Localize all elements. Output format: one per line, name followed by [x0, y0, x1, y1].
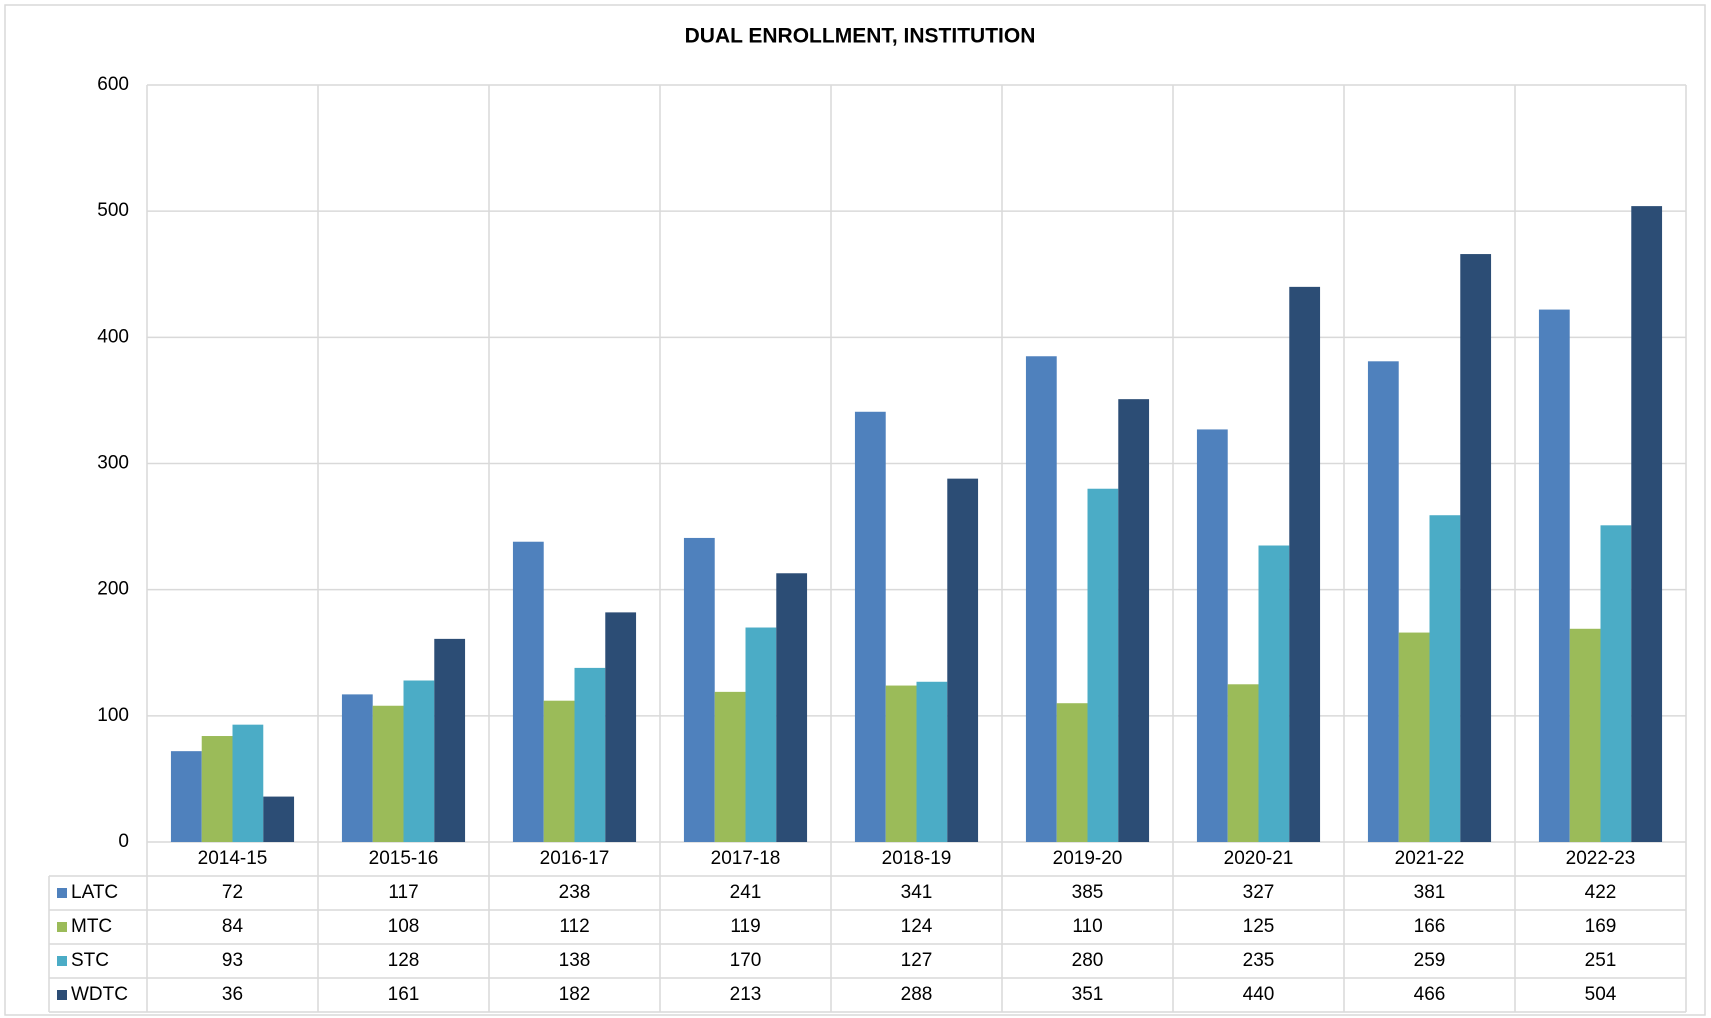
table-value: 238 — [559, 882, 591, 903]
bar — [947, 478, 979, 842]
table-value: 170 — [730, 950, 762, 971]
bar — [885, 685, 917, 842]
legend-label: WDTC — [71, 984, 128, 1005]
table-value: 125 — [1243, 916, 1275, 937]
x-tick-label: 2016-17 — [540, 848, 610, 869]
table-value: 138 — [559, 950, 591, 971]
legend-swatch — [57, 990, 67, 1000]
table-value: 466 — [1414, 984, 1446, 1005]
chart-frame — [4, 4, 1706, 1016]
table-value: 127 — [901, 950, 933, 971]
table-value: 84 — [222, 916, 244, 937]
table-value: 251 — [1585, 950, 1617, 971]
table-value: 112 — [559, 916, 589, 937]
table-value: 36 — [222, 984, 243, 1005]
x-tick-label: 2021-22 — [1395, 848, 1465, 869]
legend-swatch — [57, 956, 67, 966]
bar — [1227, 684, 1259, 842]
bar — [543, 700, 575, 842]
bar — [1538, 309, 1570, 842]
table-value: 169 — [1585, 916, 1617, 937]
table-value: 259 — [1414, 950, 1446, 971]
x-tick-label: 2022-23 — [1566, 848, 1636, 869]
bar — [201, 736, 233, 842]
bar — [776, 573, 808, 842]
bar — [1367, 361, 1399, 842]
x-tick-label: 2015-16 — [369, 848, 439, 869]
bar — [341, 694, 373, 842]
table-value: 93 — [222, 950, 243, 971]
table-value: 213 — [730, 984, 762, 1005]
bar — [854, 411, 886, 842]
table-value: 161 — [388, 984, 420, 1005]
table-value: 288 — [901, 984, 933, 1005]
legend-label: STC — [71, 950, 109, 971]
bar — [916, 681, 948, 842]
y-tick-label: 400 — [97, 326, 129, 347]
table-value: 351 — [1072, 984, 1104, 1005]
y-tick-label: 300 — [97, 453, 129, 474]
table-value: 72 — [222, 882, 243, 903]
bar — [1196, 429, 1228, 842]
bar — [1258, 545, 1290, 842]
bar — [1569, 628, 1601, 842]
table-value: 182 — [559, 984, 591, 1005]
bar — [263, 796, 295, 842]
legend-label: MTC — [71, 916, 112, 937]
bar — [1631, 206, 1663, 842]
table-value: 241 — [730, 882, 762, 903]
bar — [605, 612, 637, 842]
table-value: 341 — [901, 882, 933, 903]
bar — [1087, 488, 1119, 842]
bar — [714, 691, 746, 842]
x-tick-label: 2019-20 — [1053, 848, 1123, 869]
bar — [434, 638, 466, 842]
chart-title: DUAL ENROLLMENT, INSTITUTION — [685, 25, 1036, 48]
bar — [403, 680, 435, 842]
x-tick-label: 2014-15 — [198, 848, 268, 869]
bar — [1118, 399, 1150, 842]
x-tick-label: 2018-19 — [882, 848, 952, 869]
table-value: 110 — [1072, 916, 1102, 937]
table-value: 385 — [1072, 882, 1104, 903]
bar — [1398, 632, 1430, 842]
y-tick-label: 500 — [97, 200, 129, 221]
bar — [1600, 525, 1632, 842]
table-value: 440 — [1243, 984, 1275, 1005]
table-value: 422 — [1585, 882, 1617, 903]
bar — [512, 541, 544, 842]
y-tick-label: 0 — [118, 831, 129, 852]
table-value: 128 — [388, 950, 420, 971]
y-tick-label: 600 — [97, 74, 129, 95]
bar — [232, 724, 264, 842]
legend-swatch — [57, 922, 67, 932]
bar — [372, 705, 404, 842]
bar — [1025, 356, 1057, 842]
bar — [574, 667, 606, 842]
table-value: 235 — [1243, 950, 1275, 971]
table-value: 124 — [901, 916, 933, 937]
table-value: 327 — [1243, 882, 1275, 903]
table-value: 381 — [1414, 882, 1446, 903]
legend-swatch — [57, 888, 67, 898]
table-value: 117 — [388, 882, 418, 903]
bar — [170, 751, 202, 842]
table-value: 108 — [388, 916, 420, 937]
bar — [1056, 703, 1088, 842]
bar — [745, 627, 777, 842]
bar — [1460, 254, 1492, 842]
x-tick-label: 2020-21 — [1224, 848, 1294, 869]
bar — [1289, 286, 1321, 842]
table-value: 166 — [1414, 916, 1446, 937]
table-value: 280 — [1072, 950, 1104, 971]
table-value: 119 — [730, 916, 760, 937]
table-value: 504 — [1585, 984, 1617, 1005]
x-tick-label: 2017-18 — [711, 848, 781, 869]
y-tick-label: 100 — [97, 705, 129, 726]
y-tick-label: 200 — [97, 579, 129, 600]
bar — [1429, 515, 1461, 842]
legend-label: LATC — [71, 882, 118, 903]
bar — [683, 537, 715, 842]
